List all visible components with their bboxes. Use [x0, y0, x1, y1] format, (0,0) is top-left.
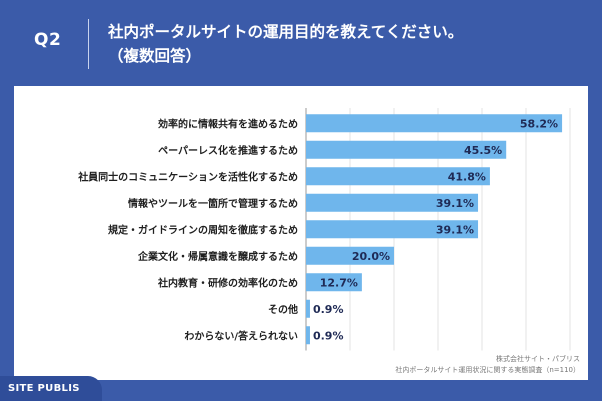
category-label: 効率的に情報共有を進めるため	[158, 117, 298, 130]
category-label: 社員同士のコミュニケーションを活性化するため	[77, 170, 298, 183]
category-label: 企業文化・帰属意識を醸成するため	[137, 250, 298, 263]
header: Q2 社内ポータルサイトの運用目的を教えてください。 （複数回答）	[0, 0, 602, 84]
value-label: 58.2%	[520, 117, 558, 130]
category-label: 社内教育・研修の効率化のため	[157, 276, 298, 289]
category-label: 規定・ガイドラインの周知を徹底するため	[108, 223, 298, 236]
category-label: わからない/答えられない	[184, 329, 298, 342]
value-label: 39.1%	[436, 197, 474, 210]
question-title-line2: （複数回答）	[108, 47, 202, 65]
question-number: Q2	[34, 30, 62, 50]
value-label: 12.7%	[320, 276, 358, 289]
category-label: ペーパーレス化を推進するため	[158, 144, 298, 157]
value-label: 39.1%	[436, 223, 474, 236]
chart-panel: 効率的に情報共有を進めるため 58.2% ペーパーレス化を推進するため 45.5% 社員…	[14, 86, 588, 380]
bar	[306, 246, 394, 265]
value-label: 41.8%	[448, 170, 486, 183]
source-company: 株式会社サイト・パブリス	[496, 355, 580, 363]
bar-chart: 効率的に情報共有を進めるため 58.2% ペーパーレス化を推進するため 45.5% 社員…	[77, 108, 571, 351]
bar	[306, 140, 507, 159]
value-label: 20.0%	[352, 250, 390, 263]
brand-logo: SITE PUBLIS	[0, 376, 102, 401]
bar	[306, 220, 479, 239]
category-label: 情報やツールを一箇所で管理するため	[128, 197, 298, 210]
header-divider	[88, 19, 89, 69]
source-survey: 社内ポータルサイト運用状況に関する実態調査（n=110）	[395, 366, 580, 374]
bar	[306, 273, 362, 292]
category-label: その他	[268, 303, 298, 316]
bar	[306, 326, 310, 345]
value-label: 45.5%	[464, 144, 502, 157]
bar	[306, 299, 310, 318]
value-label: 0.9%	[313, 329, 344, 342]
question-title: 社内ポータルサイトの運用目的を教えてください。 （複数回答）	[108, 20, 463, 68]
bar	[306, 114, 563, 133]
value-label: 0.9%	[313, 303, 344, 316]
bar	[306, 193, 479, 212]
question-title-line1: 社内ポータルサイトの運用目的を教えてください。	[108, 23, 464, 41]
bar	[306, 167, 490, 186]
